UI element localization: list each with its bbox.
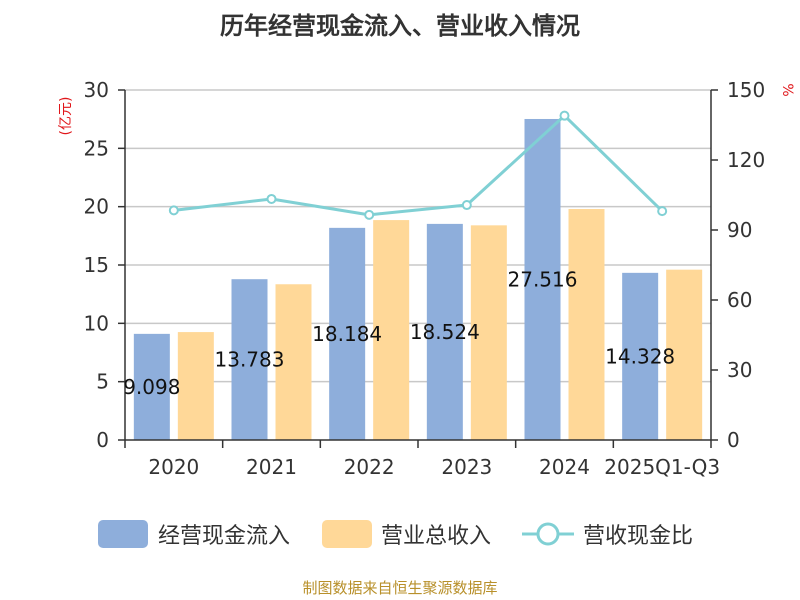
bar-revenue-2023 (470, 225, 507, 440)
legend-label-revenue: 营业总收入 (381, 524, 491, 549)
right-tick-label-120: 120 (727, 148, 765, 172)
left-tick-label-15: 15 (84, 253, 109, 277)
data-label-cash-inflow-2022: 18.184 (312, 322, 382, 346)
legend-swatch-revenue (322, 520, 372, 548)
bar-cash-inflow-2023 (426, 223, 463, 440)
axes: 0 5 10 15 20 25 30 0 30 60 90 120 150 2020 2021 2022 202… (84, 78, 766, 479)
right-tick-label-60: 60 (727, 288, 752, 312)
legend-marker-ratio (536, 522, 560, 546)
ratio-point-2022 (364, 209, 375, 220)
data-label-cash-inflow-2021: 13.783 (215, 348, 285, 372)
right-tick-label-150: 150 (727, 78, 765, 102)
legend-swatch-cash-inflow (98, 520, 148, 548)
x-tick-label-2022: 2022 (344, 455, 395, 479)
ratio-line-layer (168, 110, 668, 220)
bar-revenue-2020 (177, 332, 214, 440)
data-label-cash-inflow-2023: 18.524 (410, 320, 480, 344)
ratio-point-2020 (168, 205, 179, 216)
bar-revenue-2025Q1-Q3 (666, 269, 703, 440)
left-tick-label-25: 25 (84, 136, 109, 160)
legend: 经营现金流入 营业总收入 营收现金比 (98, 520, 693, 549)
ratio-point-2025Q1-Q3 (657, 206, 668, 217)
x-tick-label-2021: 2021 (246, 455, 297, 479)
bar-cash-inflow-2020 (133, 333, 170, 440)
bar-revenue-2021 (275, 284, 312, 440)
x-tick-label-2020: 2020 (148, 455, 199, 479)
gridlines (125, 89, 711, 383)
bar-cash-inflow-2021 (231, 279, 268, 440)
left-tick-label-0: 0 (96, 428, 109, 452)
x-tick-label-2024: 2024 (539, 455, 590, 479)
x-tick-label-2025Q1-Q3: 2025Q1-Q3 (604, 455, 720, 479)
data-source-note: 制图数据来自恒生聚源数据库 (302, 579, 497, 597)
left-tick-label-20: 20 (84, 195, 109, 219)
ratio-point-2023 (461, 200, 472, 211)
left-axis-unit: (亿元) (58, 97, 74, 136)
right-axis-unit: % (779, 83, 795, 96)
data-labels: 9.098 13.783 18.184 18.524 27.516 14.328 (123, 267, 675, 398)
bar-revenue-2024 (568, 209, 605, 440)
bar-cash-inflow-2022 (329, 227, 366, 440)
right-tick-label-30: 30 (727, 358, 752, 382)
ratio-line (173, 114, 664, 217)
chart-title: 历年经营现金流入、营业收入情况 (220, 12, 580, 40)
left-tick-label-10: 10 (84, 311, 109, 335)
legend-label-ratio: 营收现金比 (583, 524, 693, 549)
right-tick-label-0: 0 (727, 428, 740, 452)
data-label-cash-inflow-2025Q1-Q3: 14.328 (605, 344, 675, 368)
right-tick-label-90: 90 (727, 218, 752, 242)
data-label-cash-inflow-2020: 9.098 (123, 375, 180, 399)
bar-cash-inflow-2024 (524, 118, 561, 440)
bars (133, 118, 703, 440)
data-label-cash-inflow-2024: 27.516 (508, 267, 578, 291)
left-tick-label-30: 30 (84, 78, 109, 102)
bar-cash-inflow-2025Q1-Q3 (622, 272, 659, 440)
legend-label-cash-inflow: 经营现金流入 (158, 524, 290, 549)
bar-revenue-2022 (373, 220, 410, 440)
x-tick-label-2023: 2023 (441, 455, 492, 479)
ratio-point-2024 (559, 110, 570, 121)
left-tick-label-5: 5 (96, 370, 109, 394)
ratio-point-2021 (266, 193, 277, 204)
